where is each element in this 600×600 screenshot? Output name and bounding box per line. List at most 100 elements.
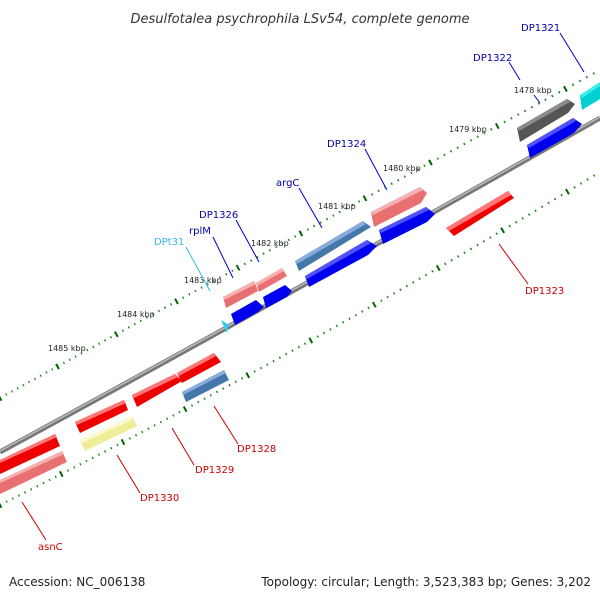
- gene-argC-lower[interactable]: [305, 240, 377, 287]
- outer-tick: [510, 116, 513, 120]
- gene-DP1324-lower[interactable]: [379, 207, 435, 244]
- inner-tick: [392, 292, 396, 295]
- inner-tick: [48, 478, 51, 482]
- outer-tick: [530, 105, 534, 109]
- inner-tick: [79, 462, 82, 466]
- inner-tick: [424, 273, 428, 277]
- outer-tick: [449, 149, 453, 153]
- outer-tick: [268, 248, 272, 252]
- outer-tick: [16, 387, 19, 390]
- inner-tick: [547, 201, 550, 205]
- outer-tick: [503, 120, 506, 124]
- outer-tick: [313, 224, 316, 228]
- outer-tick: [571, 83, 575, 87]
- outer-tick: [490, 128, 493, 131]
- gene-DP1328[interactable]: [182, 370, 229, 402]
- gene-DPt31[interactable]: [221, 320, 229, 333]
- outer-tick: [544, 98, 547, 102]
- gene-DP1322-lower[interactable]: [527, 118, 582, 158]
- gene-upper-red-a[interactable]: [177, 353, 221, 383]
- outer-tick: [362, 195, 368, 202]
- outer-tick: [133, 322, 136, 326]
- gene-DP1324[interactable]: [371, 187, 427, 227]
- outer-tick: [428, 159, 433, 166]
- outer-tick: [55, 363, 60, 370]
- inner-tick: [540, 205, 544, 209]
- gene-DP1323[interactable]: [446, 191, 514, 236]
- label-DPt31: DPt31: [154, 237, 184, 248]
- outer-tick: [410, 171, 413, 175]
- inner-tick: [259, 366, 263, 370]
- label-DP1321: DP1321: [521, 23, 560, 34]
- gene-DP1329[interactable]: [132, 374, 182, 407]
- outer-tick: [377, 189, 380, 193]
- outer-tick: [80, 352, 83, 355]
- inner-tick: [322, 331, 326, 335]
- outer-tick: [231, 269, 234, 273]
- label-rplM: rplM: [189, 226, 211, 237]
- outer-tick: [287, 238, 290, 242]
- tick-label-1485: 1485 kbp: [48, 344, 86, 353]
- outer-tick: [306, 228, 309, 231]
- gene-DP1322[interactable]: [517, 99, 575, 142]
- outer-tick: [332, 214, 335, 217]
- tick-label-1479: 1479 kbp: [449, 125, 487, 134]
- label-DP1329: DP1329: [195, 465, 234, 476]
- tick-label-1484: 1484 kbp: [117, 310, 155, 319]
- outer-tick: [345, 207, 348, 210]
- inner-tick: [534, 209, 537, 213]
- inner-tick: [386, 295, 389, 299]
- inner-tick: [0, 502, 3, 509]
- tick-label-1480: 1480 kbp: [383, 164, 421, 173]
- outer-tick: [103, 339, 107, 342]
- outer-tick: [436, 157, 439, 160]
- outer-tick: [476, 135, 479, 139]
- inner-tick: [147, 427, 150, 430]
- inner-tick: [197, 400, 200, 404]
- gene-DP1326-lower[interactable]: [263, 285, 292, 308]
- inner-tick: [579, 182, 583, 185]
- outer-tick: [563, 85, 568, 92]
- outer-tick: [351, 203, 354, 207]
- outer-tick: [174, 298, 179, 305]
- outer-tick-track: [0, 72, 595, 402]
- outer-tick: [403, 175, 406, 178]
- inner-tick: [463, 251, 466, 254]
- gene-rplM[interactable]: [223, 281, 258, 308]
- outer-tick: [298, 230, 304, 237]
- inner-tick: [476, 243, 479, 247]
- gene-asnC[interactable]: [0, 451, 67, 494]
- tick-label-1482: 1482 kbp: [251, 239, 289, 248]
- outer-tick: [281, 242, 284, 245]
- outer-tick: [151, 312, 155, 316]
- inner-tick: [228, 383, 231, 387]
- inner-tick: [272, 359, 275, 363]
- outer-tick: [592, 72, 595, 75]
- outer-tick: [98, 342, 101, 345]
- inner-tick: [469, 247, 473, 251]
- inner-tick: [489, 236, 492, 239]
- outer-tick: [325, 217, 329, 221]
- gene-DP1330[interactable]: [80, 416, 137, 451]
- outer-tick: [109, 335, 113, 339]
- inner-tick: [222, 387, 225, 390]
- inner-tick: [245, 372, 251, 379]
- gene-DP1326[interactable]: [256, 268, 287, 292]
- outer-tick: [194, 289, 197, 293]
- gene-left-red[interactable]: [0, 434, 60, 474]
- tick-label-1483: 1483 kbp: [184, 276, 222, 285]
- inner-tick: [456, 255, 460, 258]
- gene-argC[interactable]: [295, 221, 371, 271]
- inner-tick-track: [0, 174, 596, 509]
- inner-tick: [412, 281, 415, 284]
- inner-tick: [134, 433, 138, 437]
- inner-tick: [341, 321, 345, 324]
- gene-rplM-lower[interactable]: [231, 300, 264, 325]
- inner-tick: [297, 345, 300, 349]
- gene-DP1321[interactable]: [580, 82, 600, 110]
- outer-tick: [212, 279, 216, 283]
- outer-tick: [262, 252, 265, 256]
- inner-tick: [444, 262, 447, 266]
- outer-tick: [578, 79, 582, 83]
- gene-DP1330-red[interactable]: [75, 400, 128, 433]
